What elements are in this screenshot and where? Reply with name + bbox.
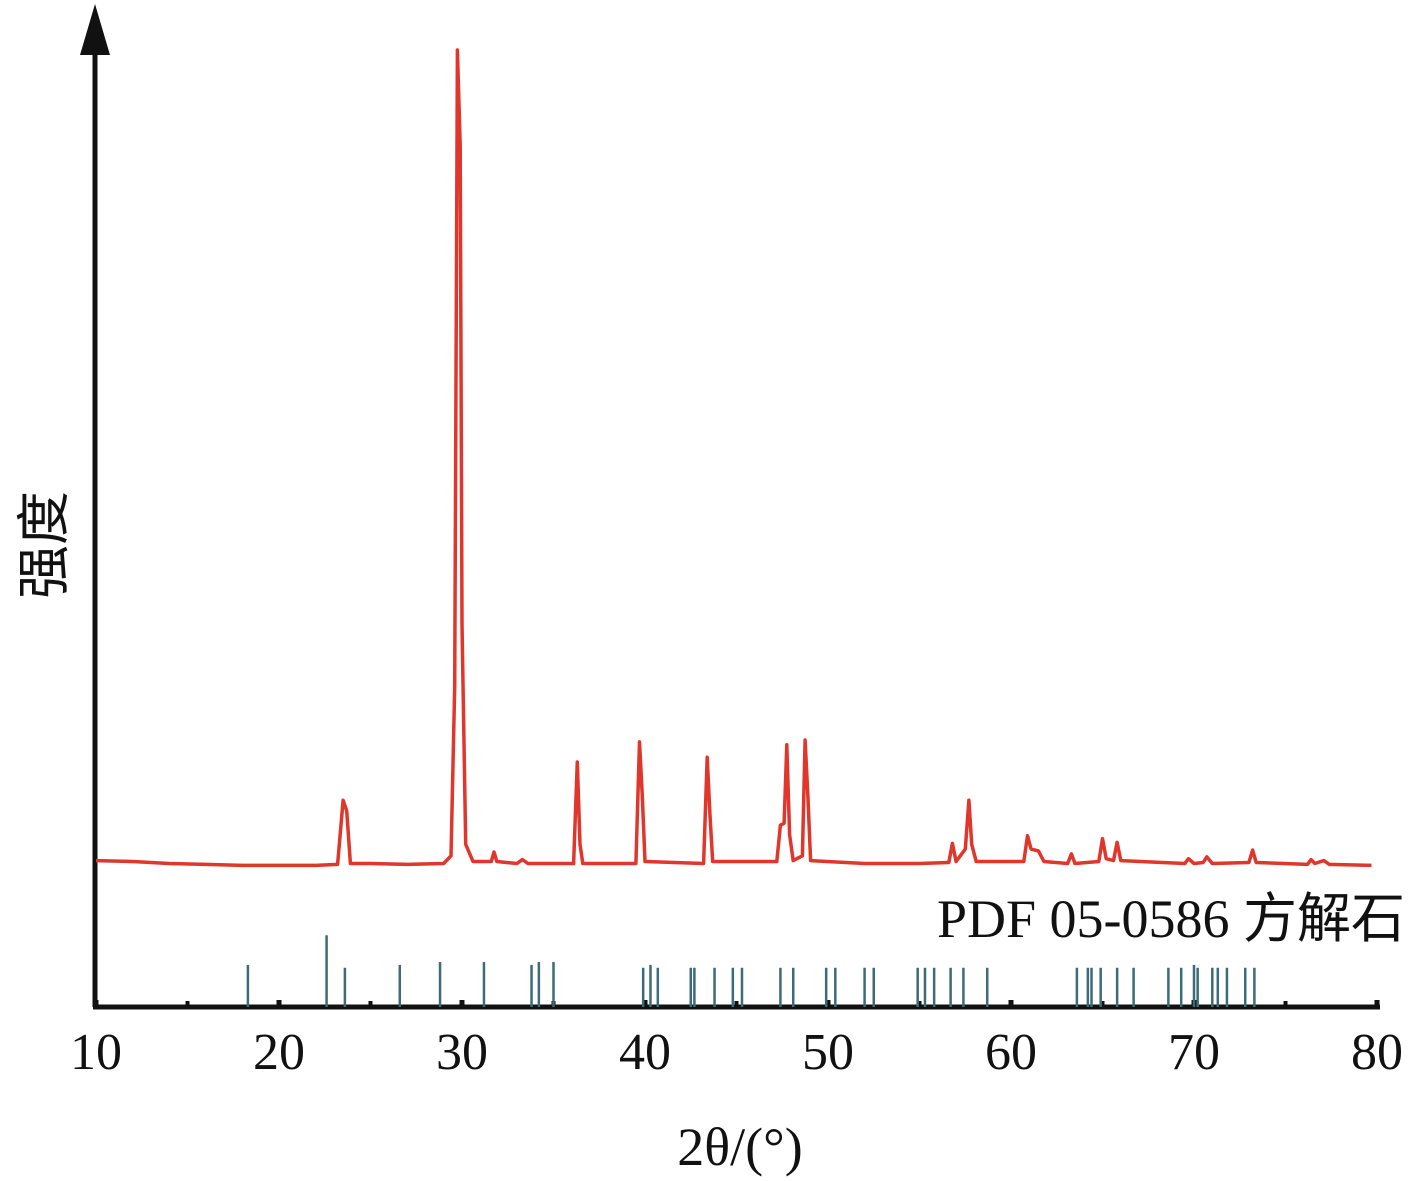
x-tick-label: 70: [1168, 1024, 1220, 1081]
data-line: [95, 48, 1372, 868]
y-axis-label: 强度: [14, 491, 74, 599]
reference-label: PDF 05-0586 方解石: [937, 889, 1405, 949]
x-tick-label: 40: [619, 1024, 671, 1081]
y-axis-arrow: [80, 4, 110, 55]
x-tick-label: 50: [802, 1024, 854, 1081]
x-axis-label: 2θ/(°): [677, 1117, 802, 1177]
x-tick-label: 20: [253, 1024, 305, 1081]
x-tick-label: 30: [436, 1024, 488, 1081]
x-tick-label: 80: [1351, 1024, 1403, 1081]
x-tick-label: 60: [985, 1024, 1037, 1081]
x-tick-label: 10: [70, 1024, 122, 1081]
